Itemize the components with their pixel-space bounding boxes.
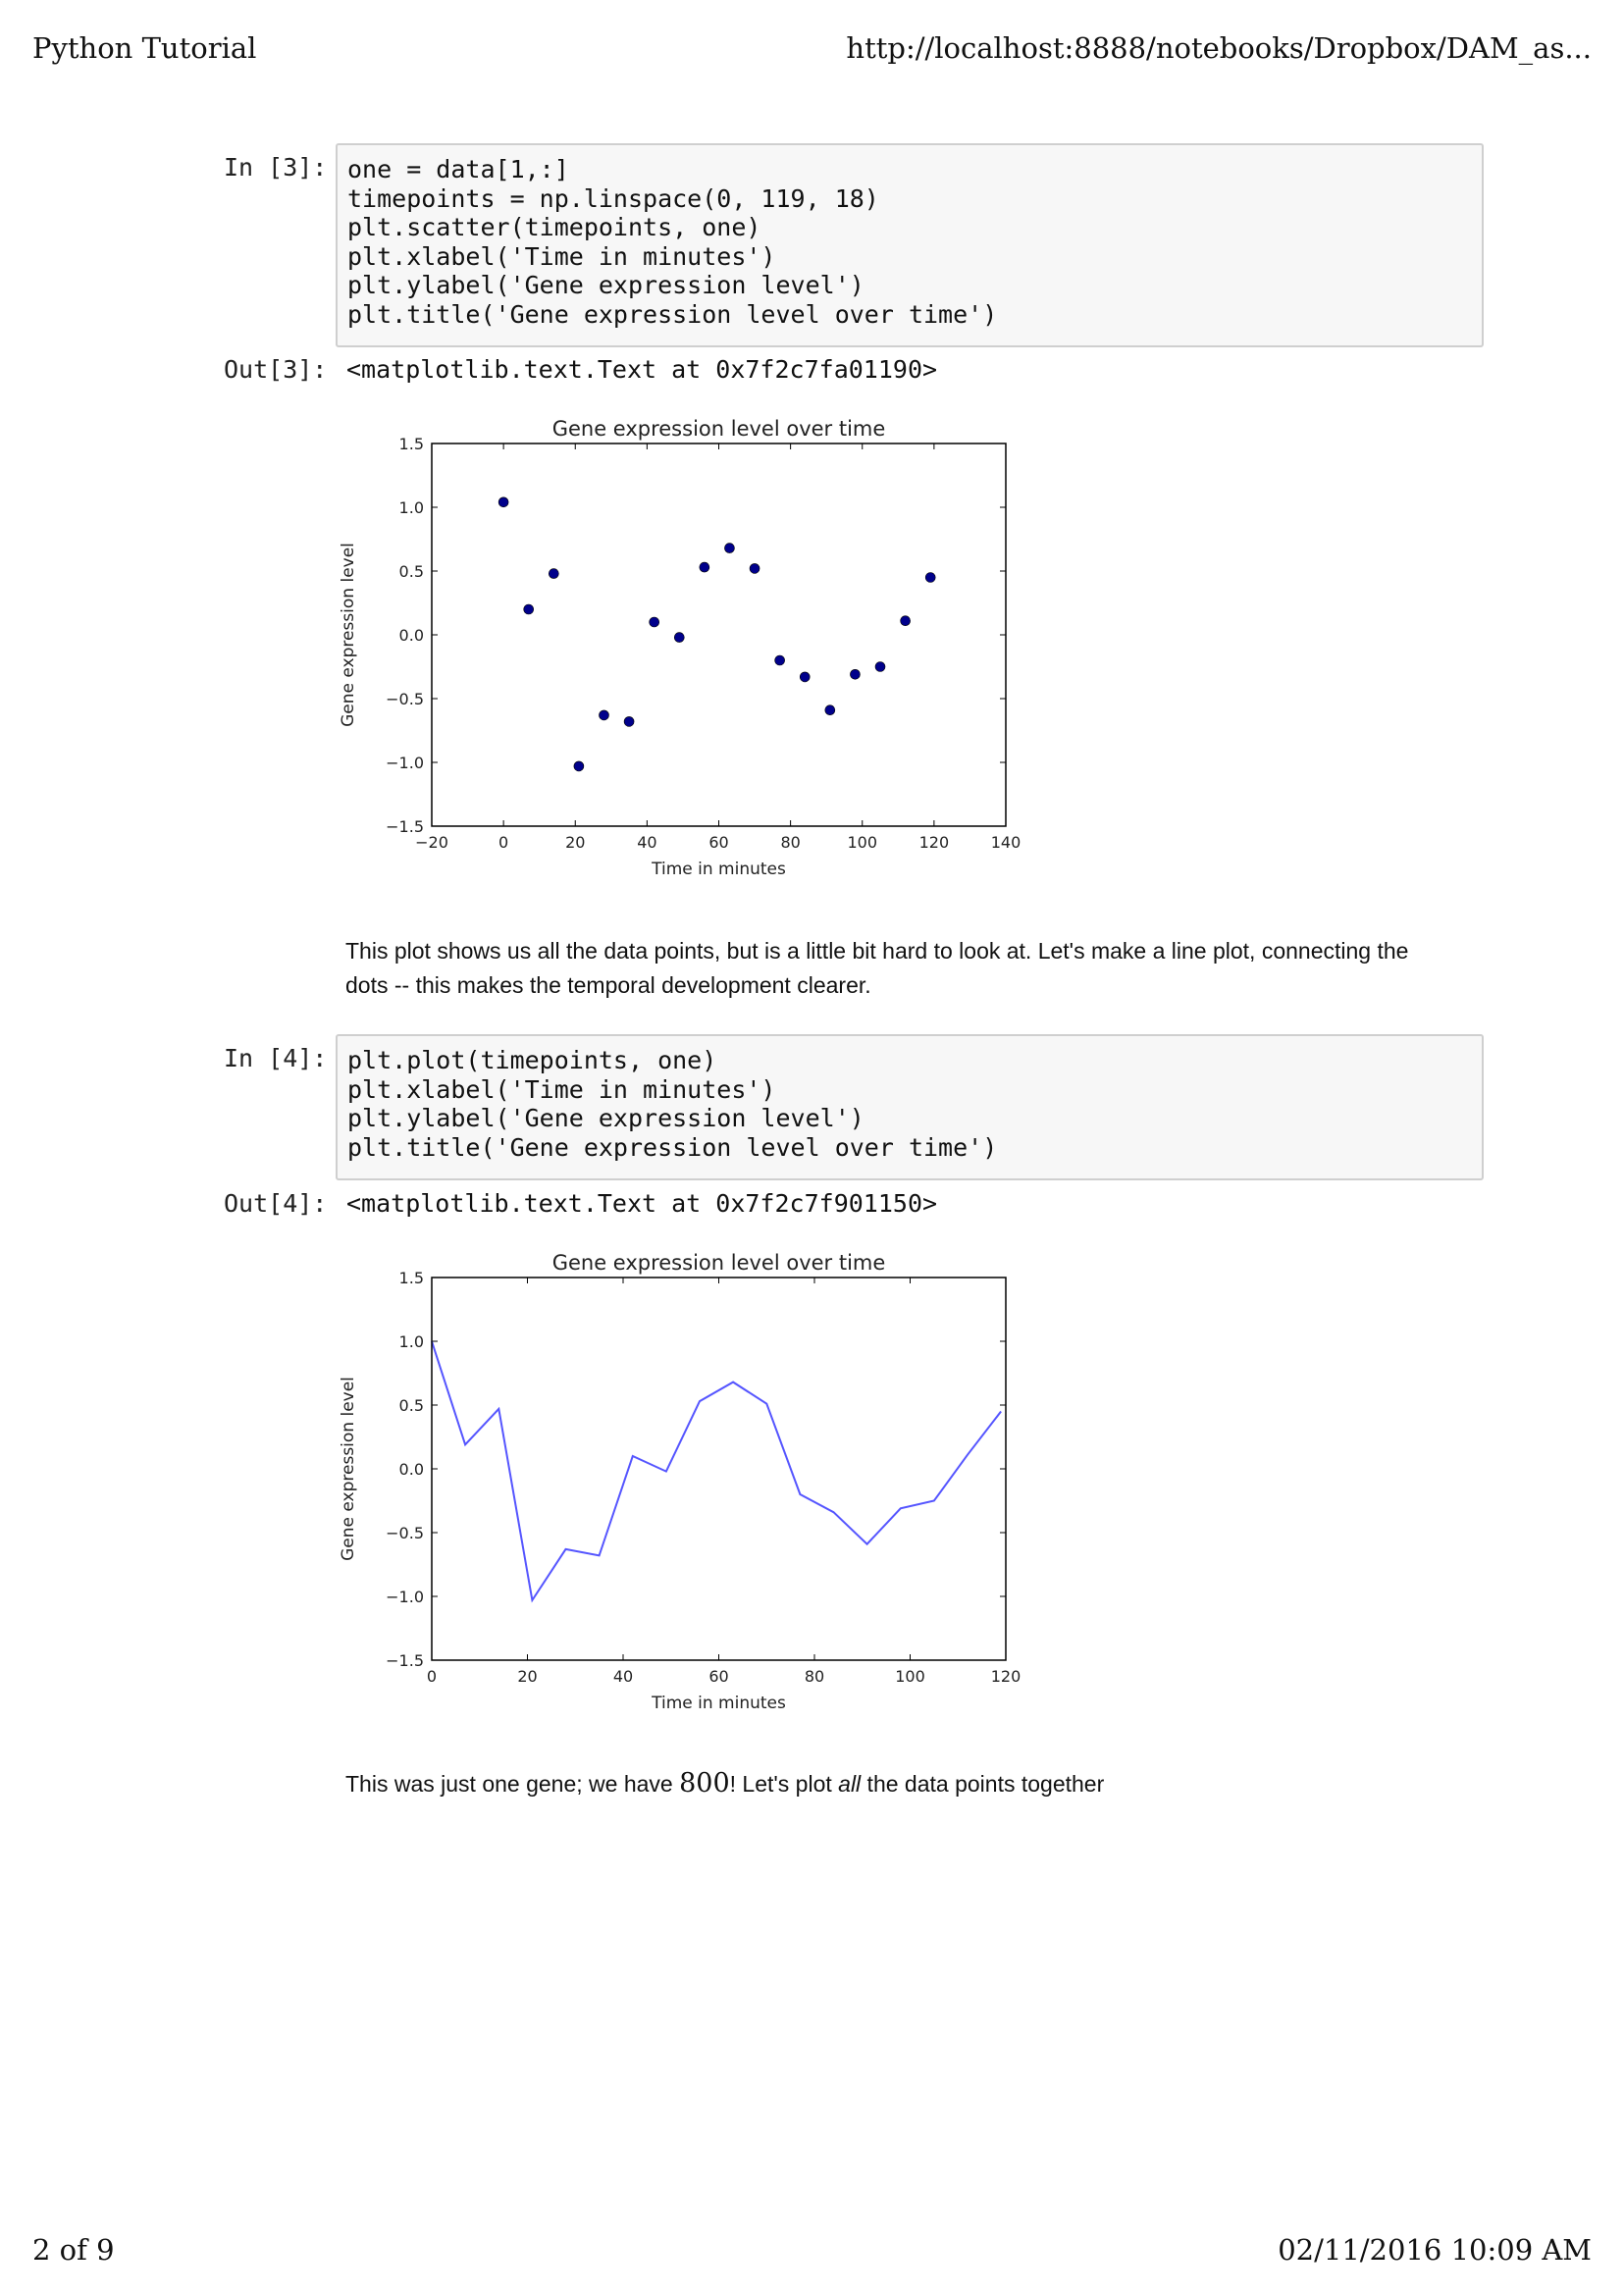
plot-frame (431, 1277, 1007, 1661)
markdown-text: ! Let's plot (729, 1771, 839, 1797)
line-chart: Gene expression level over time Gene exp… (339, 1251, 1022, 1713)
markdown-text: the data points together (861, 1771, 1105, 1797)
code-cell[interactable]: plt.plot(timepoints, one) plt.xlabel('Ti… (336, 1034, 1484, 1180)
x-tick-label: 40 (613, 1667, 633, 1686)
data-point (649, 616, 659, 628)
data-point (874, 661, 886, 672)
output-prompt: Out[3]: (224, 355, 328, 384)
code-line: plt.title('Gene expression level over ti… (347, 1132, 998, 1162)
series-line (431, 1340, 1002, 1603)
x-axis-label: Time in minutes (651, 1694, 786, 1713)
chart-title: Gene expression level over time (552, 1251, 886, 1275)
markdown-line: This plot shows us all the data points, … (345, 938, 1409, 964)
page-header-title: Python Tutorial (32, 31, 257, 65)
page-header-url[interactable]: http://localhost:8888/notebooks/Dropbox/… (846, 31, 1592, 65)
data-point (623, 716, 635, 727)
x-tick-label: 60 (708, 1667, 728, 1686)
x-tick-label: 100 (847, 833, 877, 852)
chart-title: Gene expression level over time (552, 417, 886, 441)
data-point (549, 568, 559, 579)
output-prompt: Out[4]: (224, 1189, 328, 1218)
y-tick-label: 0.0 (399, 1460, 424, 1479)
x-tick-label: 20 (565, 833, 585, 852)
y-tick-label: −1.0 (386, 754, 424, 772)
data-point (799, 671, 811, 683)
x-tick-label: 60 (708, 833, 728, 852)
math-number: 800 (679, 1768, 730, 1799)
y-tick-label: −1.0 (386, 1588, 424, 1606)
data-point (673, 632, 685, 643)
code-line: plt.plot(timepoints, one) (347, 1046, 717, 1074)
output-text: <matplotlib.text.Text at 0x7f2c7f901150> (346, 1189, 938, 1218)
y-axis-label: Gene expression level (339, 543, 358, 727)
input-prompt: In [3]: (224, 153, 328, 182)
code-line: plt.title('Gene expression level over ti… (347, 299, 998, 329)
page-number: 2 of 9 (32, 2233, 115, 2267)
x-tick-label: 0 (427, 1667, 437, 1686)
input-prompt: In [4]: (224, 1044, 328, 1072)
code-cell[interactable]: one = data[1,:] timepoints = np.linspace… (336, 143, 1484, 347)
markdown-line: dots -- this makes the temporal developm… (345, 972, 871, 998)
x-axis-label: Time in minutes (651, 860, 786, 879)
y-tick-label: 0.0 (399, 626, 424, 645)
x-tick-label: 40 (637, 833, 656, 852)
y-tick-label: 1.5 (399, 435, 424, 453)
data-point (498, 496, 509, 508)
y-tick-label: 0.5 (399, 1396, 424, 1415)
x-tick-label: 20 (517, 1667, 537, 1686)
y-tick-label: 1.0 (399, 498, 424, 517)
code-line: plt.xlabel('Time in minutes') (347, 1074, 776, 1104)
data-point (900, 615, 911, 626)
data-point (749, 563, 760, 574)
data-point (523, 603, 535, 615)
y-tick-label: 0.5 (399, 562, 424, 581)
data-point (774, 654, 785, 666)
code-line: timepoints = np.linspace(0, 119, 18) (347, 183, 879, 213)
x-tick-label: 120 (991, 1667, 1022, 1686)
data-point (924, 572, 936, 583)
plot-frame (431, 443, 1007, 827)
print-datetime: 02/11/2016 10:09 AM (1278, 2233, 1592, 2267)
y-axis-label: Gene expression level (339, 1377, 358, 1561)
y-tick-label: −1.5 (386, 1651, 424, 1670)
code-line: plt.xlabel('Time in minutes') (347, 241, 776, 271)
markdown-cell: This plot shows us all the data points, … (345, 934, 1493, 1003)
x-tick-label: 0 (498, 833, 508, 852)
output-text: <matplotlib.text.Text at 0x7f2c7fa01190> (346, 355, 938, 384)
markdown-cell: This was just one gene; we have 800! Let… (345, 1766, 1493, 1801)
code-line: plt.ylabel('Gene expression level') (347, 271, 864, 299)
y-tick-label: −1.5 (386, 817, 424, 836)
x-tick-label: 120 (919, 833, 950, 852)
data-point (824, 704, 836, 716)
emphasis-text: all (838, 1771, 862, 1797)
x-tick-label: 80 (780, 833, 800, 852)
x-tick-label: 100 (895, 1667, 925, 1686)
scatter-chart: Gene expression level over time Gene exp… (339, 417, 1022, 879)
y-tick-label: −0.5 (386, 690, 424, 708)
code-line: plt.scatter(timepoints, one) (347, 213, 761, 241)
data-point (699, 561, 710, 573)
code-line: plt.ylabel('Gene expression level') (347, 1104, 864, 1132)
data-point (573, 760, 585, 772)
y-tick-label: 1.5 (399, 1269, 424, 1287)
code-line: one = data[1,:] (347, 155, 569, 183)
x-tick-label: −20 (415, 833, 448, 852)
data-point (850, 668, 861, 680)
data-point (724, 543, 735, 553)
x-tick-label: 140 (991, 833, 1022, 852)
y-tick-label: 1.0 (399, 1332, 424, 1351)
markdown-text: This was just one gene; we have (345, 1771, 680, 1797)
y-tick-label: −0.5 (386, 1524, 424, 1542)
data-point (599, 709, 609, 721)
x-tick-label: 80 (805, 1667, 824, 1686)
